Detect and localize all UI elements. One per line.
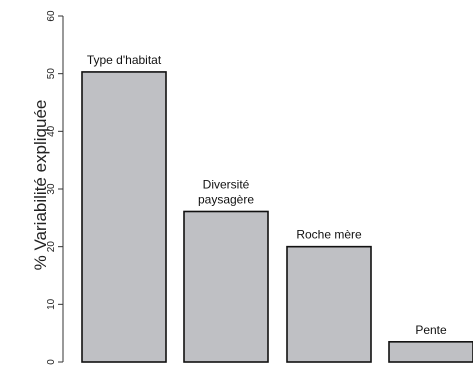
bar-category-label: Roche mère	[296, 228, 362, 242]
bar-category-label: Type d'habitat	[87, 53, 162, 67]
bar-category-label: Diversité	[203, 177, 250, 191]
y-tick-label: 50	[46, 68, 57, 80]
bar	[183, 210, 269, 363]
y-axis-title: % Variabilité expliquée	[31, 100, 50, 271]
bar	[286, 245, 372, 363]
bar	[81, 71, 167, 363]
y-tick-label: 10	[46, 298, 57, 310]
y-tick-label: 0	[46, 359, 57, 365]
bars	[81, 71, 473, 363]
y-tick-label: 60	[46, 10, 57, 22]
y-tick-label: 20	[46, 241, 57, 253]
bar	[388, 341, 473, 363]
y-tick-label: 30	[46, 183, 57, 195]
y-tick-label: 40	[46, 125, 57, 137]
y-axis: 0 10 20 30 40 50 60	[46, 10, 64, 365]
bar-category-label: paysagère	[198, 192, 254, 206]
bar-category-label: Pente	[415, 323, 447, 337]
